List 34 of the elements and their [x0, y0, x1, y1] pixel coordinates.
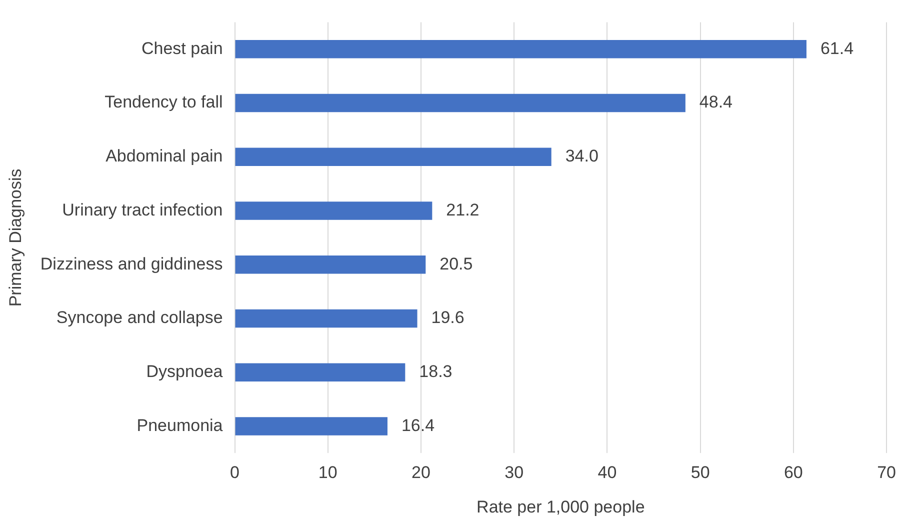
data-label: 21.2 — [446, 200, 480, 220]
data-label: 34.0 — [565, 146, 598, 166]
y-tick-label: Urinary tract infection — [62, 200, 223, 220]
bar — [235, 148, 552, 166]
x-tick-label: 70 — [877, 463, 896, 482]
bar — [235, 202, 432, 220]
bar — [235, 363, 406, 382]
data-label: 48.4 — [699, 92, 733, 112]
y-tick-label: Dyspnoea — [146, 362, 224, 382]
y-axis-title: Primary Diagnosis — [6, 168, 25, 307]
data-label: 19.6 — [431, 308, 464, 328]
data-label: 16.4 — [401, 416, 435, 435]
bar — [235, 255, 426, 274]
x-tick-label: 10 — [318, 463, 338, 482]
bar — [235, 417, 388, 436]
x-tick-label: 20 — [412, 463, 430, 482]
x-tick-label: 30 — [504, 463, 524, 482]
x-axis-title: Rate per 1,000 people — [476, 497, 645, 516]
bar — [235, 40, 806, 58]
bar — [235, 309, 418, 328]
x-tick-label: 60 — [784, 463, 803, 482]
y-tick-label: Syncope and collapse — [56, 308, 223, 328]
y-tick-label: Abdominal pain — [106, 146, 223, 166]
bar — [235, 94, 686, 112]
y-tick-label: Chest pain — [141, 38, 223, 58]
data-label: 20.5 — [440, 254, 473, 274]
x-tick-label: 0 — [230, 463, 240, 482]
data-label: 18.3 — [419, 362, 452, 382]
y-tick-label: Tendency to fall — [104, 92, 223, 112]
data-label: 61.4 — [820, 38, 854, 58]
y-tick-label: Pneumonia — [136, 416, 224, 435]
x-tick-label: 50 — [690, 463, 710, 482]
x-tick-label: 40 — [598, 463, 617, 482]
y-tick-label: Dizziness and giddiness — [40, 254, 223, 274]
